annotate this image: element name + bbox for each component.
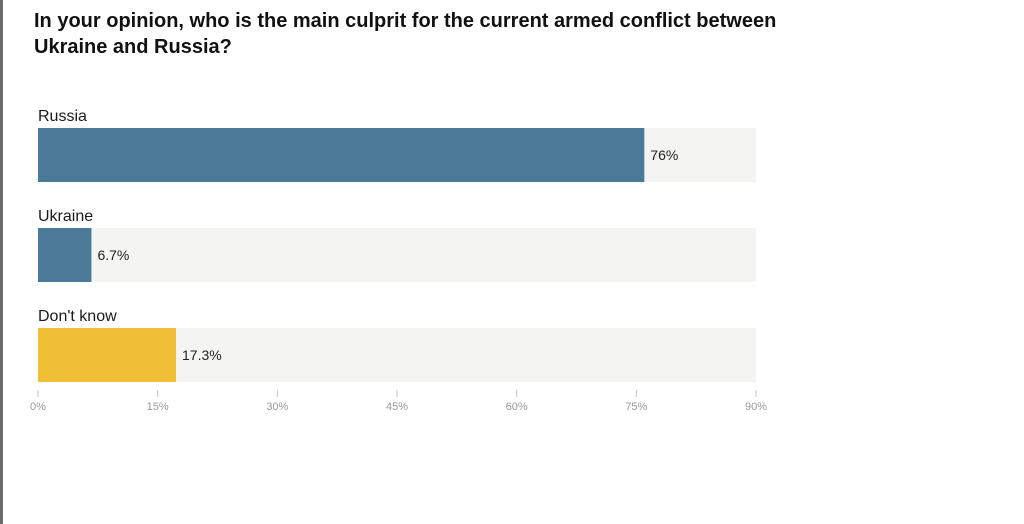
- x-tick-label-45: 45%: [386, 401, 408, 413]
- bar-russia: [38, 128, 645, 182]
- bar-ukraine: [38, 228, 92, 282]
- bar-track-ukraine: [38, 228, 756, 282]
- x-tick-label-60: 60%: [506, 401, 528, 413]
- x-tick-label-15: 15%: [147, 401, 169, 413]
- bar-don-t-know: [38, 328, 177, 382]
- value-label-ukraine: 6.7%: [97, 247, 129, 263]
- category-label-russia: Russia: [38, 108, 87, 125]
- chart-title: In your opinion, who is the main culprit…: [34, 10, 777, 58]
- category-label-ukraine: Ukraine: [38, 208, 93, 225]
- x-tick-label-90: 90%: [745, 401, 767, 413]
- x-tick-label-0: 0%: [30, 401, 46, 413]
- value-label-don-t-know: 17.3%: [182, 347, 222, 363]
- x-tick-label-75: 75%: [625, 401, 647, 413]
- left-border: [0, 0, 3, 524]
- x-tick-label-30: 30%: [266, 401, 288, 413]
- value-label-russia: 76%: [650, 147, 678, 163]
- category-label-don-t-know: Don't know: [38, 308, 117, 325]
